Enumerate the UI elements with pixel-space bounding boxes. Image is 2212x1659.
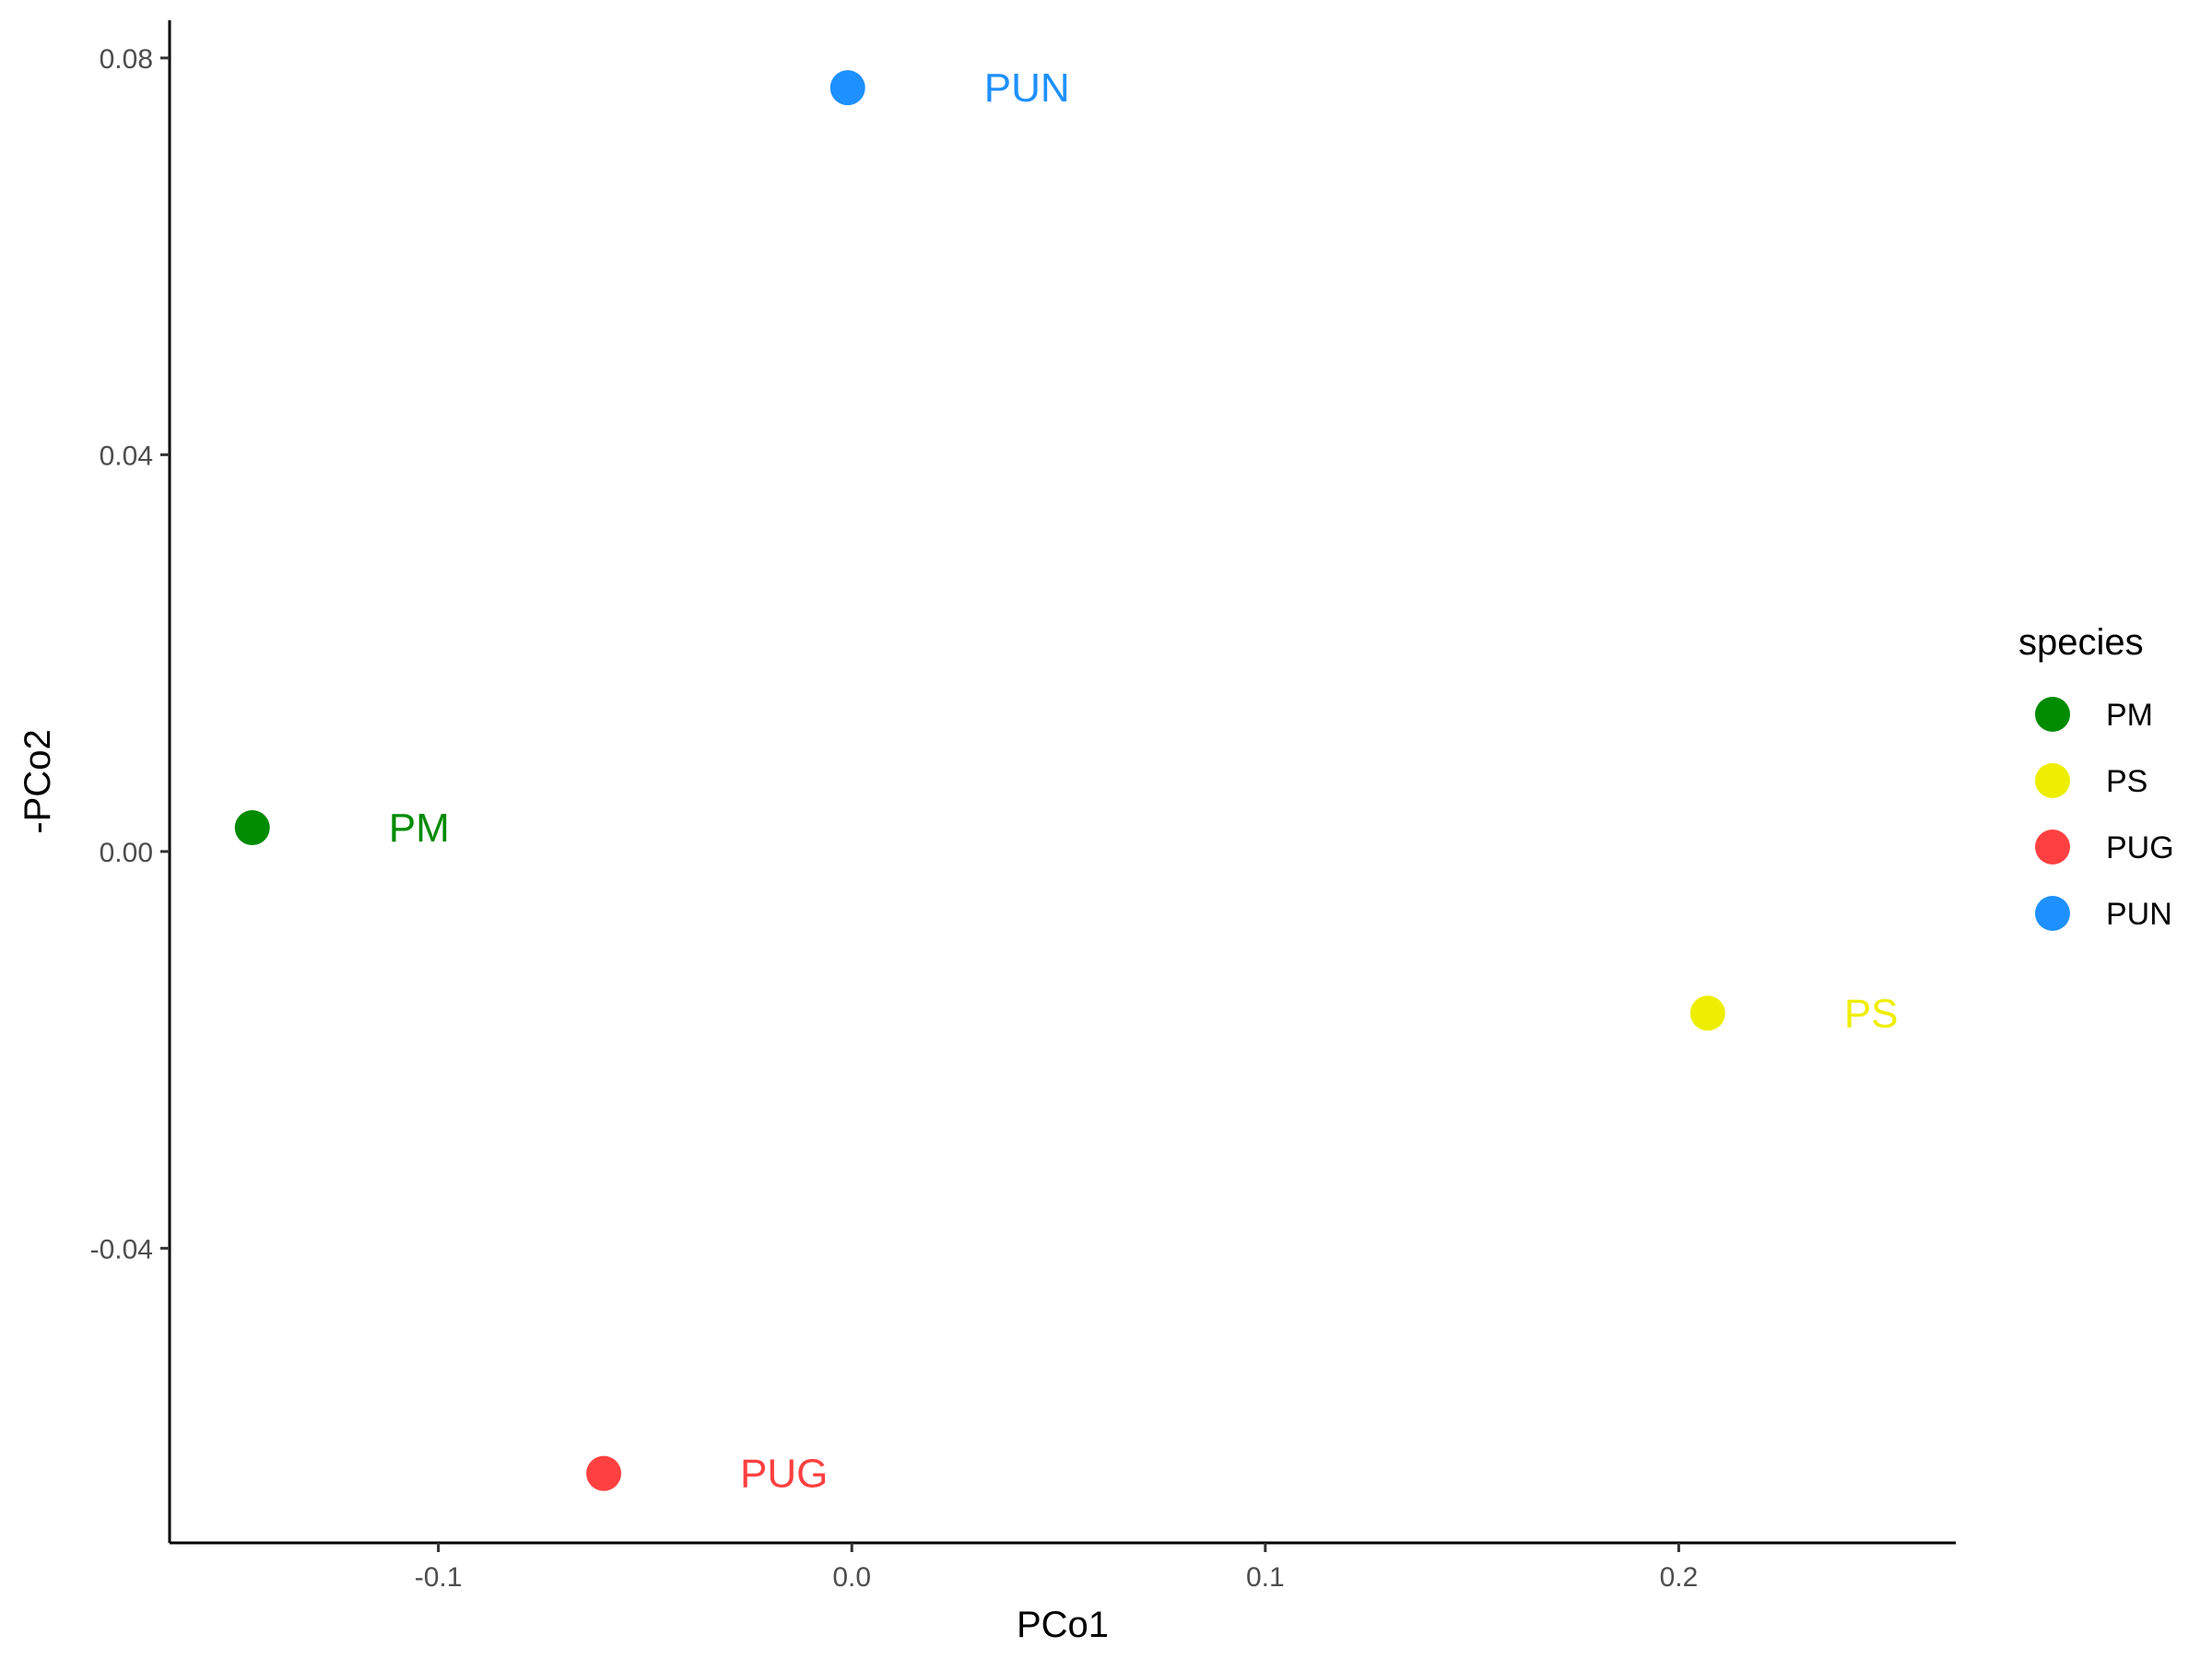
legend: species PM PS PUG PUN <box>2018 622 2174 932</box>
data-point-ps <box>1689 995 1725 1031</box>
legend-key-pun <box>2035 896 2070 931</box>
legend-key-ps <box>2035 763 2070 798</box>
y-tick-label: 0.08 <box>100 44 153 75</box>
legend-key-pug <box>2035 830 2070 865</box>
x-tick-label: 0.1 <box>1246 1562 1285 1593</box>
point-label-pm: PM <box>389 806 450 851</box>
legend-label-ps: PS <box>2106 764 2147 799</box>
y-tick-label: 0.04 <box>100 441 153 471</box>
legend-label-pun: PUN <box>2106 897 2172 932</box>
x-tick-label: -0.1 <box>415 1562 463 1593</box>
x-tick-label: 0.2 <box>1660 1562 1699 1593</box>
y-axis-title: -PCo2 <box>18 729 58 833</box>
x-axis-ticks: -0.1 0.0 0.1 0.2 <box>415 1543 1699 1593</box>
legend-key-pm <box>2035 697 2070 732</box>
x-tick-label: 0.0 <box>832 1562 871 1593</box>
point-label-pun: PUN <box>984 65 1070 111</box>
legend-items: PM PS PUG PUN <box>2035 697 2174 932</box>
y-tick-label: -0.04 <box>90 1234 153 1265</box>
data-point-pun <box>830 70 865 106</box>
y-tick-label: 0.00 <box>100 838 153 868</box>
point-labels: PM PS PUG PUN <box>389 65 1899 1496</box>
legend-label-pm: PM <box>2106 698 2153 733</box>
legend-label-pug: PUG <box>2106 830 2174 865</box>
data-points <box>234 70 1725 1491</box>
legend-title: species <box>2018 622 2144 663</box>
point-label-ps: PS <box>1844 991 1899 1036</box>
data-point-pm <box>234 810 270 846</box>
y-axis-ticks: -0.04 0.00 0.04 0.08 <box>90 44 170 1265</box>
x-axis-title: PCo1 <box>1017 1605 1109 1645</box>
point-label-pug: PUG <box>740 1452 828 1497</box>
data-point-pug <box>586 1455 622 1491</box>
